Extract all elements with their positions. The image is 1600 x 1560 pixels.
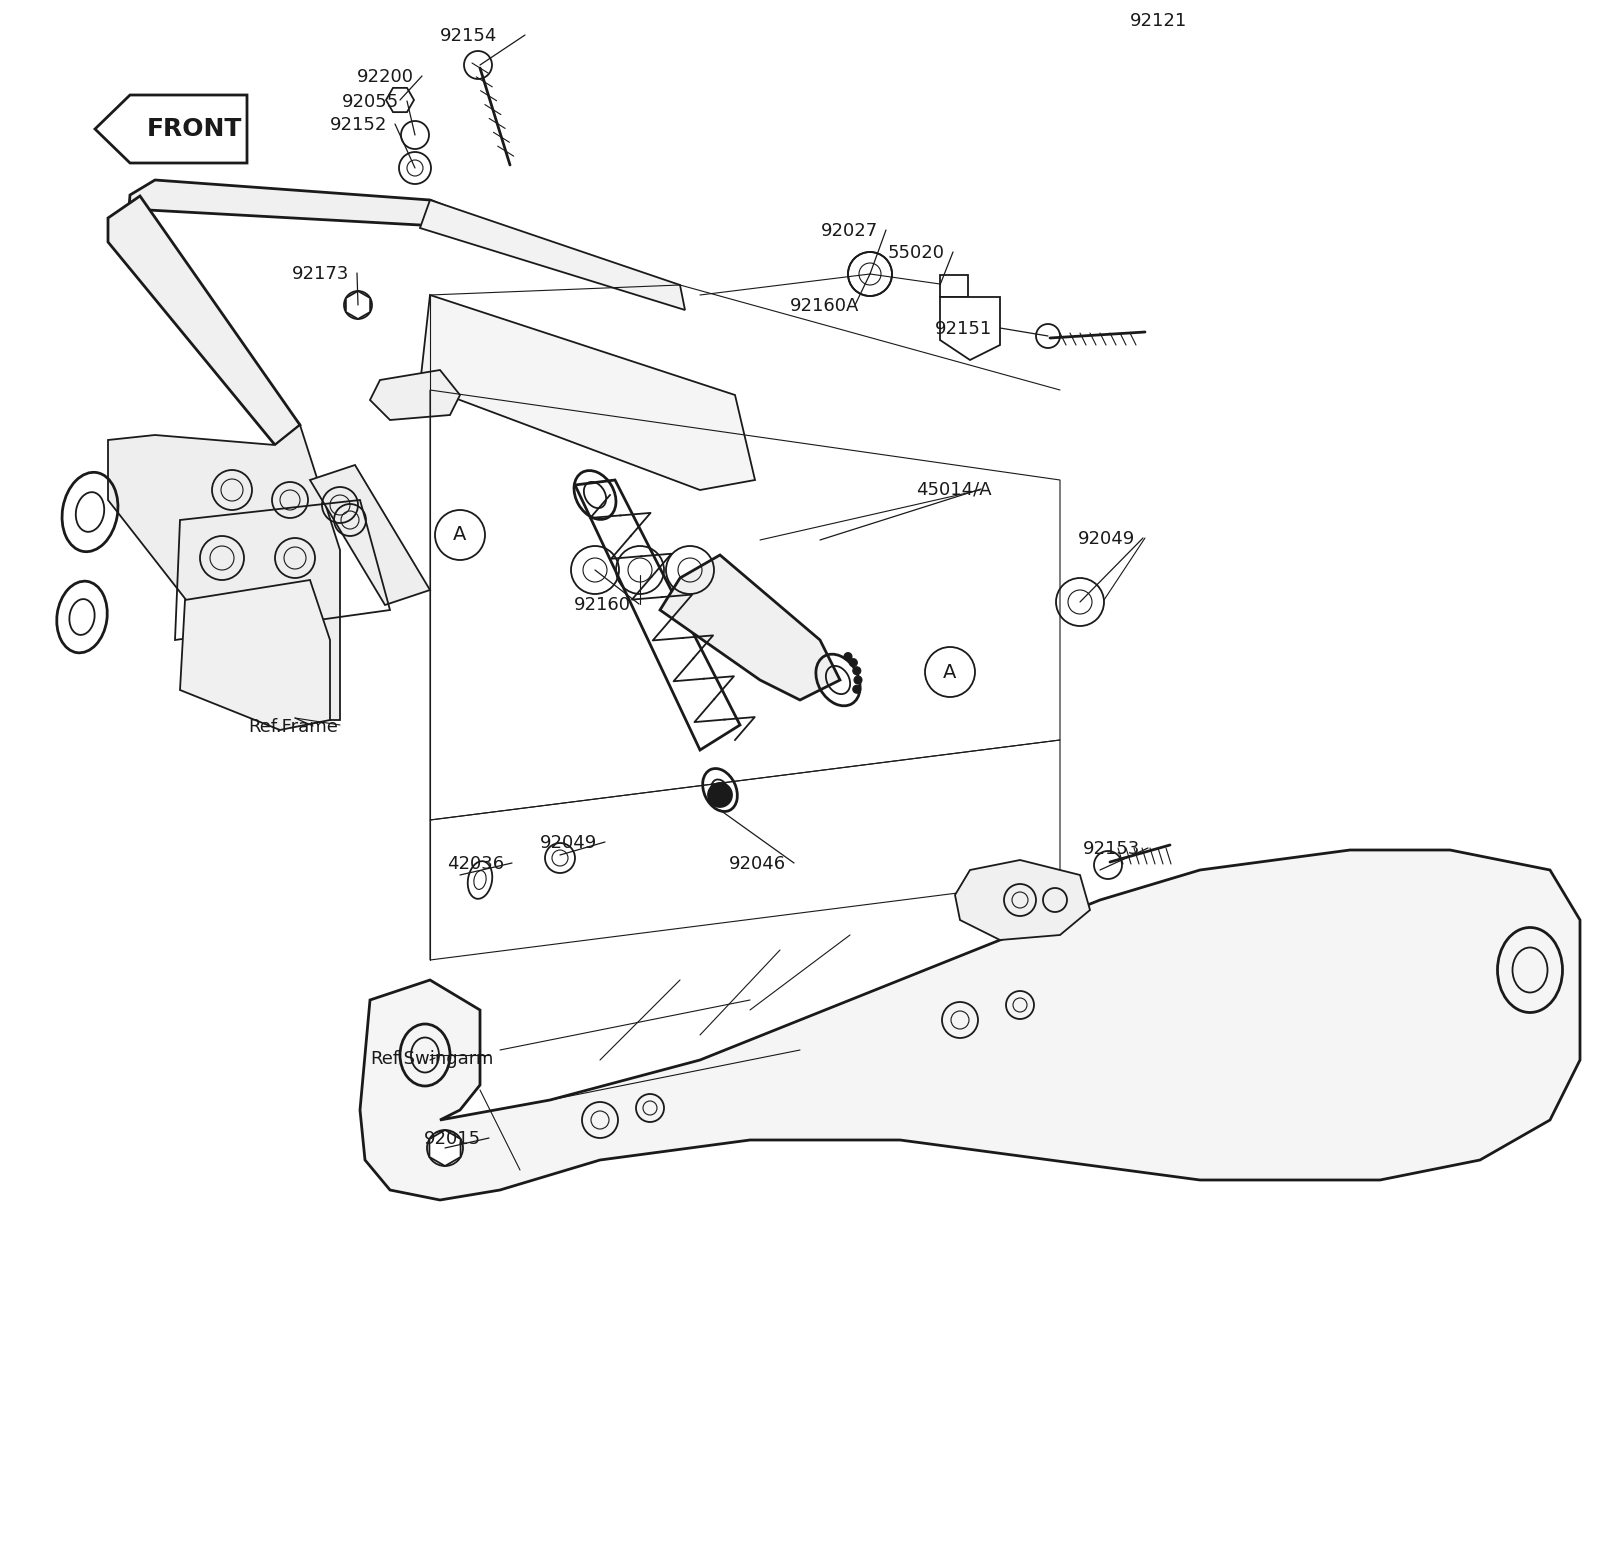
Text: 92055: 92055 <box>342 94 400 111</box>
Text: A: A <box>944 663 957 682</box>
Polygon shape <box>941 296 1000 360</box>
Polygon shape <box>370 370 461 420</box>
Text: Ref.Swingarm: Ref.Swingarm <box>370 1050 493 1069</box>
Text: A: A <box>453 526 467 544</box>
Text: 45014/A: 45014/A <box>915 480 992 499</box>
Polygon shape <box>346 292 370 318</box>
Text: 92160A: 92160A <box>790 296 859 315</box>
Text: 92152: 92152 <box>330 115 387 134</box>
Text: 92200: 92200 <box>357 69 414 86</box>
Text: FRONT: FRONT <box>147 117 242 140</box>
Text: 92027: 92027 <box>821 222 878 240</box>
Polygon shape <box>128 179 480 240</box>
Text: 42036: 42036 <box>446 855 504 874</box>
Text: 92151: 92151 <box>934 320 992 339</box>
Text: 92049: 92049 <box>1078 530 1136 548</box>
FancyBboxPatch shape <box>941 275 968 296</box>
Polygon shape <box>386 87 414 112</box>
Polygon shape <box>109 424 339 721</box>
Text: 92160: 92160 <box>574 596 630 615</box>
Circle shape <box>707 783 733 807</box>
Circle shape <box>854 675 862 683</box>
Polygon shape <box>419 200 685 310</box>
Polygon shape <box>179 580 330 730</box>
Circle shape <box>853 685 861 693</box>
Text: 92173: 92173 <box>291 265 349 282</box>
Text: 55020: 55020 <box>888 243 946 262</box>
Text: 92049: 92049 <box>541 835 597 852</box>
Polygon shape <box>310 465 430 605</box>
Polygon shape <box>94 95 246 162</box>
Circle shape <box>853 666 861 675</box>
Text: 92154: 92154 <box>440 27 498 45</box>
Text: 92153: 92153 <box>1083 839 1141 858</box>
Polygon shape <box>955 860 1090 941</box>
Circle shape <box>850 658 858 666</box>
Text: 92015: 92015 <box>424 1129 482 1148</box>
Circle shape <box>845 652 851 660</box>
Polygon shape <box>109 197 301 445</box>
Polygon shape <box>661 555 840 700</box>
Polygon shape <box>429 1129 461 1165</box>
Polygon shape <box>360 850 1581 1200</box>
Text: 92121: 92121 <box>1130 12 1187 30</box>
Polygon shape <box>419 295 755 490</box>
Text: Ref.Frame: Ref.Frame <box>248 718 338 736</box>
Text: 92046: 92046 <box>730 855 786 874</box>
